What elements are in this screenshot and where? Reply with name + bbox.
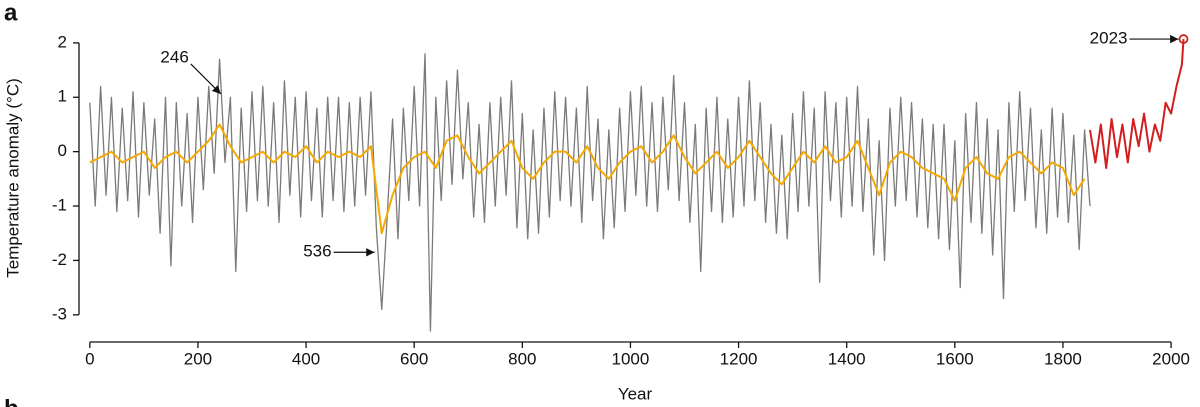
series-line <box>89 53 1091 332</box>
x-tick-label: 1000 <box>612 349 650 368</box>
y-tick-label: 2 <box>58 32 67 51</box>
y-tick-label: -1 <box>52 196 67 215</box>
x-tick-label: 1200 <box>720 349 758 368</box>
y-tick-label: -2 <box>52 250 67 269</box>
annotation-label: 536 <box>303 242 331 261</box>
x-tick-label: 1600 <box>936 349 974 368</box>
series-line <box>1088 39 1185 169</box>
x-tick-label: 0 <box>85 349 94 368</box>
x-axis-label: Year <box>618 384 653 403</box>
x-tick-label: 2000 <box>1152 349 1190 368</box>
y-tick-label: 0 <box>58 141 67 160</box>
annotation-label: 246 <box>160 47 188 66</box>
series-line <box>89 123 1086 235</box>
x-tick-label: 1800 <box>1044 349 1082 368</box>
panel-label: b <box>4 395 19 407</box>
y-axis-label: Temperature anomaly (°C) <box>3 78 22 278</box>
x-tick-label: 200 <box>184 349 212 368</box>
annotation-arrow <box>190 63 222 95</box>
x-tick-label: 800 <box>508 349 536 368</box>
y-tick-label: -3 <box>52 304 67 323</box>
annotation-label: 2023 <box>1090 29 1128 48</box>
y-tick-label: 1 <box>58 87 67 106</box>
panel-label: a <box>4 0 18 26</box>
end-marker <box>1178 34 1189 44</box>
x-tick-label: 1400 <box>828 349 866 368</box>
x-tick-label: 400 <box>292 349 320 368</box>
x-tick-label: 600 <box>400 349 428 368</box>
